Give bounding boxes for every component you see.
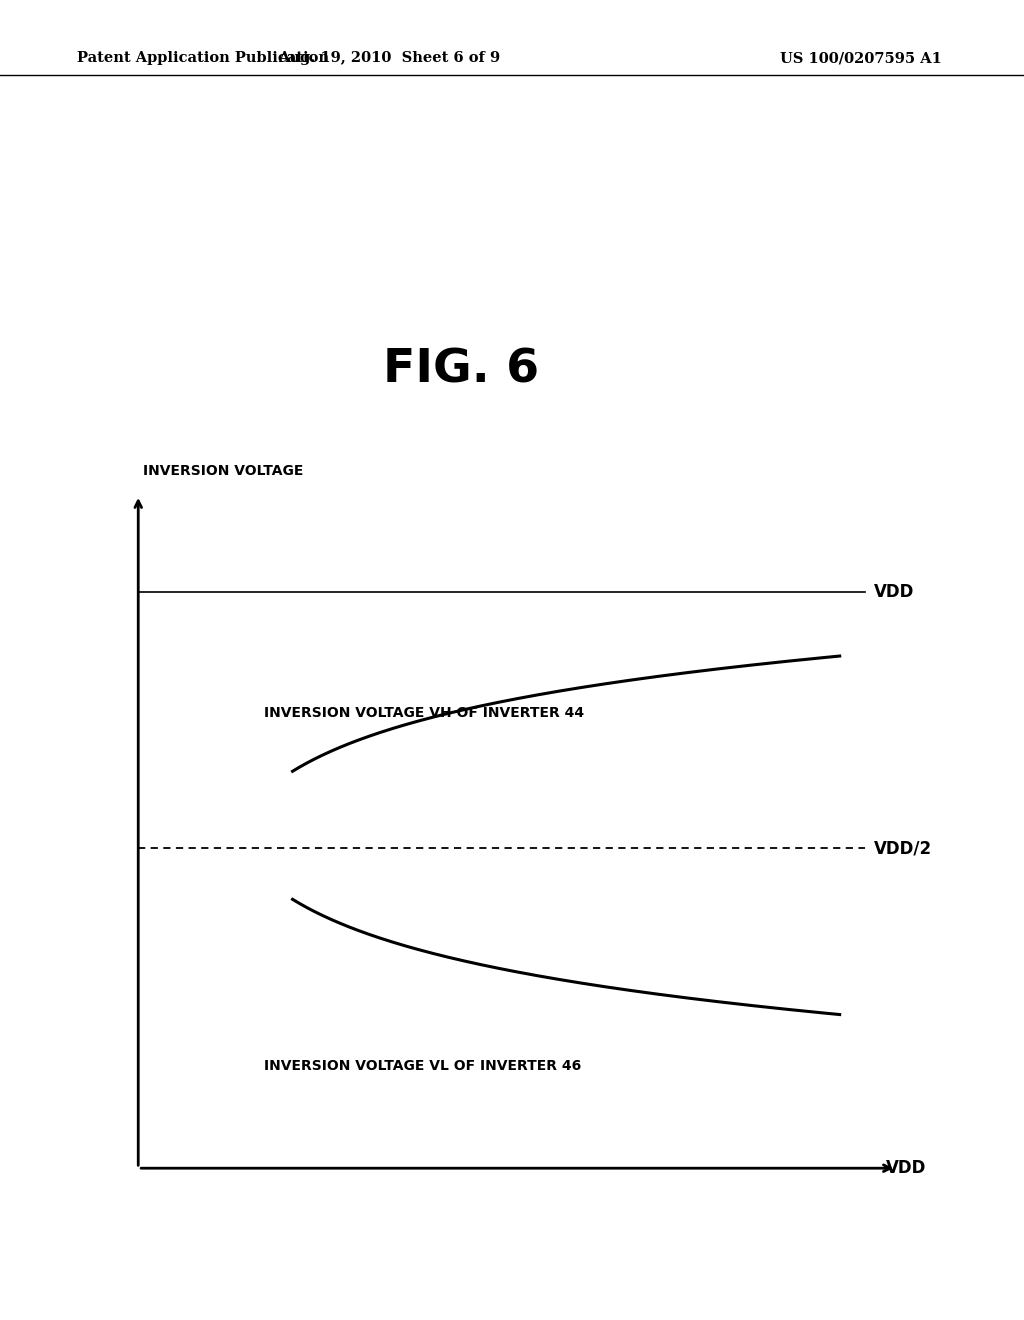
Text: INVERSION VOLTAGE: INVERSION VOLTAGE [143,463,304,478]
Text: VDD: VDD [873,583,913,601]
Text: Patent Application Publication: Patent Application Publication [77,51,329,65]
Text: FIG. 6: FIG. 6 [383,347,539,392]
Text: VDD/2: VDD/2 [873,840,932,857]
Text: INVERSION VOLTAGE VL OF INVERTER 46: INVERSION VOLTAGE VL OF INVERTER 46 [264,1060,582,1073]
Text: Aug. 19, 2010  Sheet 6 of 9: Aug. 19, 2010 Sheet 6 of 9 [279,51,500,65]
Text: VDD: VDD [886,1159,927,1177]
Text: US 100/0207595 A1: US 100/0207595 A1 [780,51,942,65]
Text: INVERSION VOLTAGE VH OF INVERTER 44: INVERSION VOLTAGE VH OF INVERTER 44 [264,706,585,721]
